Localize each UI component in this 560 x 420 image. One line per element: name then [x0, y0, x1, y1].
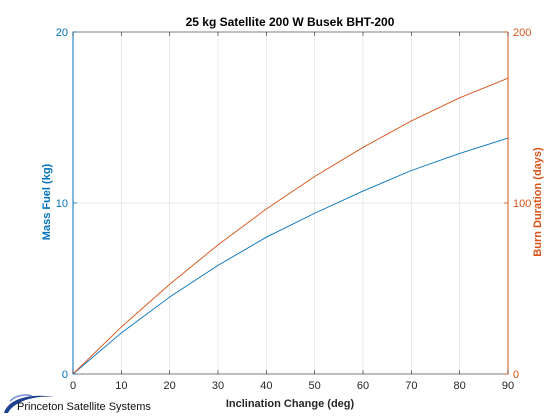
left-y-tick-label: 0 — [62, 369, 68, 381]
right-y-tick-label: 100 — [513, 198, 531, 210]
chart-title: 25 kg Satellite 200 W Busek BHT-200 — [186, 15, 395, 29]
x-tick-label: 60 — [357, 380, 369, 392]
series-layer — [72, 77, 509, 375]
x-tick-label: 90 — [502, 380, 514, 392]
series-line-burn-duration — [72, 77, 509, 375]
left-y-axis-label: Mass Fuel (kg) — [41, 163, 53, 240]
grid — [73, 32, 508, 374]
left-y-tick-label: 10 — [56, 198, 68, 210]
x-tick-label: 10 — [115, 380, 127, 392]
x-tick-label: 0 — [70, 380, 76, 392]
x-axis-label: Inclination Change (deg) — [226, 398, 355, 410]
right-y-tick-label: 200 — [513, 27, 531, 39]
logo-swoosh-icon — [4, 394, 54, 413]
right-y-axis-label: Burn Duration (days) — [532, 147, 544, 257]
x-tick-label: 70 — [405, 380, 417, 392]
x-tick-label: 50 — [309, 380, 321, 392]
logo-text: Princeton Satellite Systems — [17, 401, 151, 413]
right-y-tick-label: 0 — [513, 369, 519, 381]
x-tick-label: 30 — [212, 380, 224, 392]
x-tick-label: 80 — [454, 380, 466, 392]
left-y-tick-label: 20 — [56, 27, 68, 39]
x-tick-label: 40 — [260, 380, 272, 392]
x-tick-label: 20 — [164, 380, 176, 392]
tick-marks — [72, 31, 509, 375]
series-line-mass-fuel — [72, 137, 509, 375]
